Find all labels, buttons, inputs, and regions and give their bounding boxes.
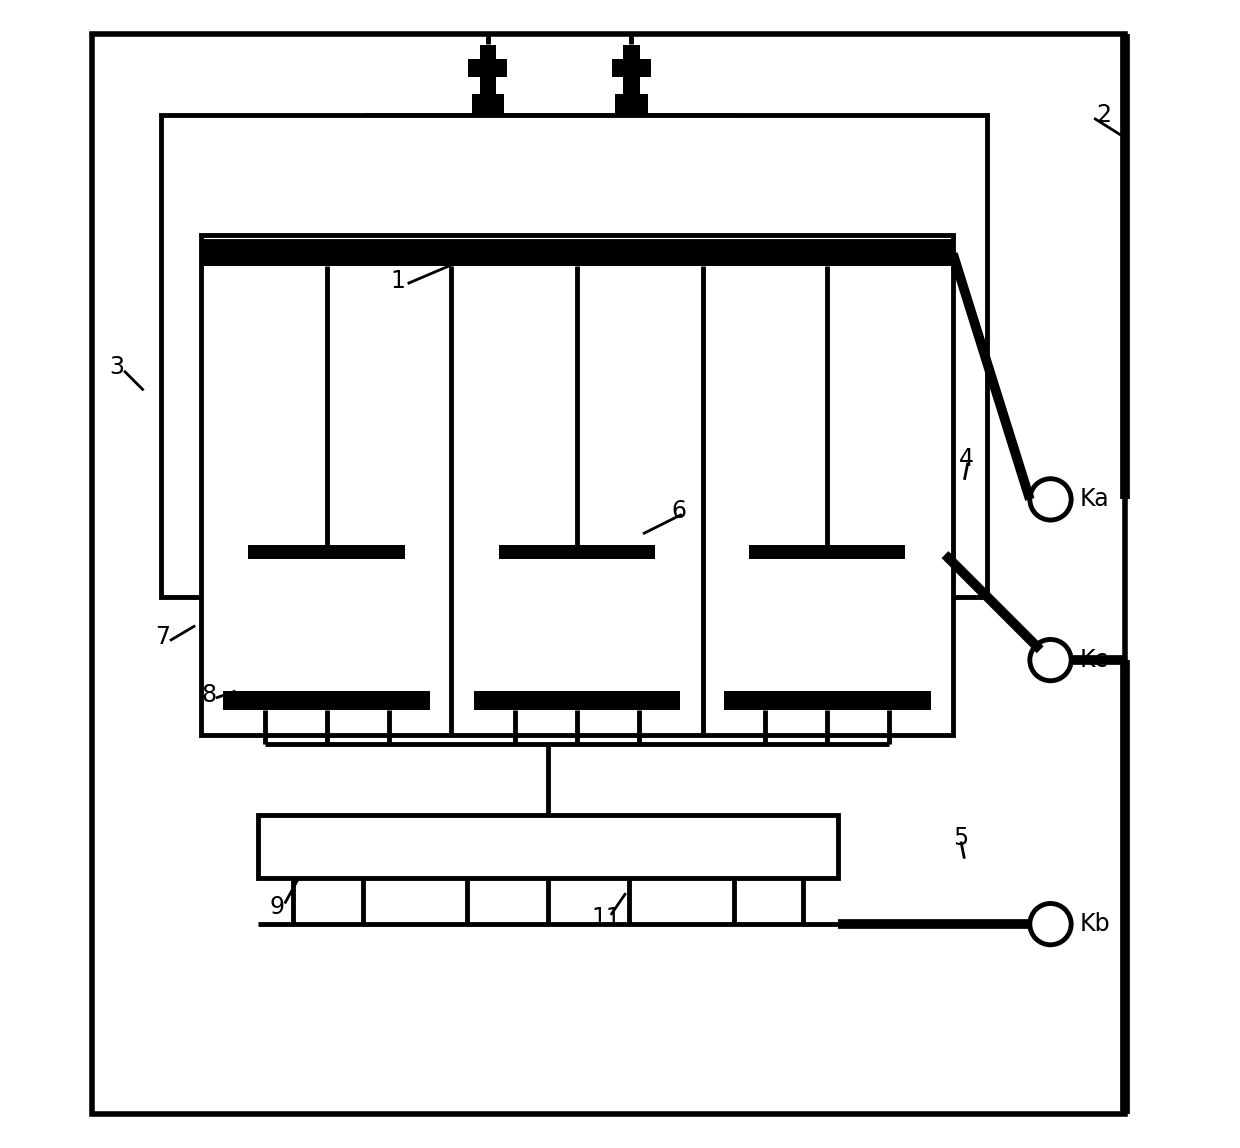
Text: 3: 3 bbox=[109, 356, 124, 379]
Bar bbox=[498, 545, 655, 559]
Text: 4: 4 bbox=[959, 448, 973, 471]
Text: 1: 1 bbox=[391, 270, 405, 293]
Bar bbox=[749, 545, 905, 559]
Circle shape bbox=[1030, 639, 1071, 681]
Text: 2: 2 bbox=[1096, 103, 1111, 126]
Text: Ka: Ka bbox=[1079, 488, 1109, 511]
Bar bbox=[201, 235, 952, 735]
Bar bbox=[613, 59, 651, 77]
Bar bbox=[161, 115, 987, 597]
Bar bbox=[624, 45, 640, 59]
Circle shape bbox=[1030, 479, 1071, 520]
Bar bbox=[472, 94, 503, 115]
Bar bbox=[367, 115, 735, 344]
Circle shape bbox=[1030, 903, 1071, 945]
Bar bbox=[201, 241, 952, 266]
Bar bbox=[469, 59, 507, 77]
Text: 9: 9 bbox=[270, 895, 285, 918]
Bar bbox=[480, 45, 496, 59]
Bar bbox=[724, 691, 931, 709]
Text: 5: 5 bbox=[952, 827, 968, 850]
Text: Kc: Kc bbox=[1079, 649, 1107, 672]
Bar bbox=[615, 94, 647, 115]
Text: Kb: Kb bbox=[1079, 913, 1110, 936]
Bar bbox=[624, 77, 640, 94]
Text: 8: 8 bbox=[201, 683, 216, 706]
Text: 7: 7 bbox=[155, 626, 170, 649]
Bar bbox=[258, 815, 838, 878]
Text: 6: 6 bbox=[672, 499, 687, 522]
Bar bbox=[474, 691, 681, 709]
Bar bbox=[248, 545, 404, 559]
Text: 11: 11 bbox=[591, 907, 621, 930]
Bar bbox=[223, 691, 430, 709]
Bar bbox=[480, 77, 496, 94]
